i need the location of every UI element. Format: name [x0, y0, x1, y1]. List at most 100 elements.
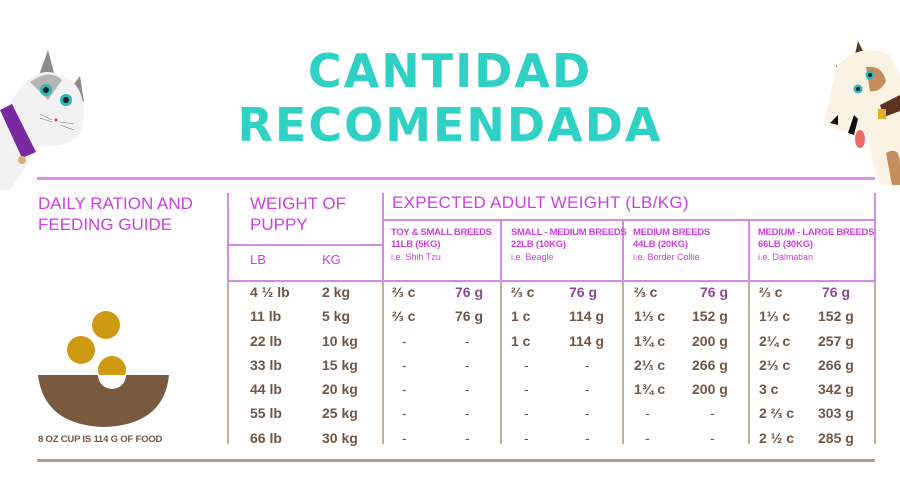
- table-row: 44 lb 20 kg - - - - 1¾ c 200 g 3 c 342 g: [0, 379, 900, 403]
- grams: 200 g: [692, 332, 728, 349]
- cups: ⅔ c: [392, 284, 416, 300]
- breed-example: i.e. Shih Tzu: [391, 252, 441, 262]
- cups: -: [524, 405, 529, 422]
- grams: 76 g: [569, 284, 598, 300]
- puppy-kg: 15 kg: [322, 356, 358, 373]
- divider: [382, 219, 874, 221]
- breed-name: SMALL - MEDIUM BREEDS: [511, 227, 627, 238]
- grams: -: [585, 381, 590, 398]
- bowl-with-kibble-icon: [38, 311, 169, 427]
- cups: 1⅓ c: [759, 308, 791, 325]
- divider: [748, 219, 750, 281]
- grams: 257 g: [818, 332, 854, 349]
- grams: -: [585, 356, 590, 373]
- grams: -: [585, 429, 590, 446]
- grams: 303 g: [818, 405, 854, 422]
- puppy-kg: 10 kg: [322, 332, 358, 349]
- cups: 1¾ c: [634, 381, 666, 398]
- puppy-kg: 20 kg: [322, 381, 358, 398]
- cat-illustration: [0, 50, 84, 190]
- cups: 2 ⅔ c: [759, 405, 795, 422]
- cups: 1 c: [511, 332, 531, 349]
- cups: -: [402, 356, 407, 373]
- breed-name: MEDIUM BREEDS: [633, 227, 710, 238]
- cups: -: [402, 332, 407, 349]
- cup-note: 8 OZ CUP IS 114 G OF FOOD: [38, 434, 163, 445]
- breed-example: i.e. Dalmatian: [758, 252, 814, 262]
- breed-header-medium: MEDIUM BREEDS 44LB (20KG) i.e. Border Co…: [633, 227, 710, 264]
- table-row: 66 lb 30 kg - - - - - - 2 ½ c 285 g: [0, 428, 900, 452]
- grams: 152 g: [692, 308, 728, 325]
- cups: 2¼ c: [759, 332, 791, 349]
- grams: 152 g: [818, 308, 854, 325]
- puppy-title-line2: PUPPY: [250, 215, 308, 234]
- cups: 1⅓ c: [634, 308, 666, 325]
- divider: [500, 219, 502, 281]
- divider: [748, 281, 750, 444]
- grams: 342 g: [818, 381, 854, 398]
- grams: -: [465, 332, 470, 349]
- cups: 1 c: [511, 308, 531, 325]
- unit-kg-header: KG: [322, 252, 341, 267]
- cups: -: [524, 381, 529, 398]
- grams: 76 g: [455, 308, 484, 325]
- table-row: 11 lb 5 kg ⅔ c 76 g 1 c 114 g 1⅓ c 152 g…: [0, 306, 900, 330]
- cups: ⅔ c: [392, 308, 416, 325]
- grams: 266 g: [818, 356, 854, 373]
- cups: -: [402, 429, 407, 446]
- bottom-rule: [37, 459, 875, 462]
- puppy-kg: 5 kg: [322, 308, 351, 325]
- expected-weight-header: EXPECTED ADULT WEIGHT (LB/KG): [392, 193, 689, 212]
- puppy-lb: 66 lb: [250, 429, 282, 446]
- breed-example: i.e. Border Collie: [633, 252, 700, 262]
- breed-header-medium-large: MEDIUM - LARGE BREEDS 66LB (30KG) i.e. D…: [758, 227, 874, 264]
- grams: -: [585, 405, 590, 422]
- puppy-lb: 11 lb: [250, 308, 282, 325]
- grams: 76 g: [700, 284, 729, 300]
- cups: ⅔ c: [759, 284, 783, 300]
- divider: [622, 219, 624, 281]
- table-row: 33 lb 15 kg - - - - 2⅓ c 266 g 2⅓ c 266 …: [0, 355, 900, 379]
- puppy-title-line1: WEIGHT OF: [250, 194, 347, 213]
- grams: 266 g: [692, 356, 728, 373]
- grams: -: [710, 429, 715, 446]
- divider: [874, 193, 876, 281]
- cups: 2⅓ c: [634, 356, 666, 373]
- puppy-lb: 55 lb: [250, 405, 282, 422]
- divider: [622, 281, 624, 444]
- breed-header-small-medium: SMALL - MEDIUM BREEDS 22LB (10KG) i.e. B…: [511, 227, 627, 264]
- cups: 2 ½ c: [759, 429, 795, 446]
- puppy-lb: 44 lb: [250, 381, 282, 398]
- puppy-lb: 4 ½ lb: [250, 284, 290, 300]
- grams: 114 g: [569, 308, 605, 325]
- grams: -: [465, 356, 470, 373]
- divider: [382, 193, 384, 281]
- cups: -: [645, 429, 650, 446]
- cups: -: [402, 381, 407, 398]
- divider: [227, 280, 874, 282]
- cups: -: [645, 405, 650, 422]
- cups: ⅔ c: [511, 284, 535, 300]
- divider: [227, 281, 229, 444]
- guide-title-line1: DAILY RATION AND: [38, 194, 193, 213]
- puppy-weight-header: WEIGHT OF PUPPY: [250, 193, 346, 235]
- unit-lb-header: LB: [250, 252, 266, 267]
- cups: ⅔ c: [634, 284, 658, 300]
- divider: [227, 244, 382, 246]
- grams: 76 g: [822, 284, 851, 300]
- cups: -: [524, 356, 529, 373]
- guide-title-line2: FEEDING GUIDE: [38, 215, 173, 234]
- divider: [874, 281, 876, 444]
- breed-example: i.e. Beagle: [511, 252, 554, 262]
- puppy-lb: 33 lb: [250, 356, 282, 373]
- grams: -: [465, 381, 470, 398]
- breed-weight: 11LB (5KG): [391, 239, 441, 250]
- grams: 114 g: [569, 332, 605, 349]
- top-rule: [37, 177, 875, 180]
- guide-title: DAILY RATION AND FEEDING GUIDE: [38, 193, 193, 235]
- puppy-kg: 25 kg: [322, 405, 358, 422]
- breed-weight: 44LB (20KG): [633, 239, 688, 250]
- divider: [500, 281, 502, 444]
- feeding-table-body: 4 ½ lb 2 kg ⅔ c 76 g ⅔ c 76 g ⅔ c 76 g ⅔…: [0, 282, 900, 452]
- page-title: CANTIDAD RECOMENDADA: [237, 44, 663, 152]
